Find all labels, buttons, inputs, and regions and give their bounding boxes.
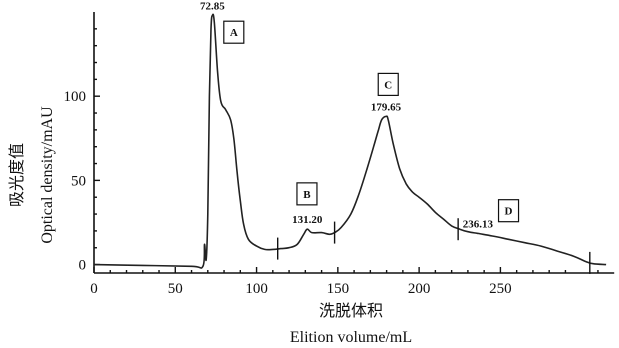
fraction-box: A xyxy=(223,20,245,44)
fraction-dividers xyxy=(276,218,591,274)
x-tick-label: 100 xyxy=(245,281,268,297)
fraction-box: B xyxy=(296,182,318,206)
fraction-box-frame xyxy=(223,20,245,44)
x-tick-label: 250 xyxy=(489,281,512,297)
fraction-box-frame xyxy=(497,199,520,223)
y-ticks: 0 50 100 xyxy=(64,28,100,274)
y-tick-label: 0 xyxy=(79,258,87,274)
x-tick-label: 200 xyxy=(408,281,431,297)
fraction-box-letter: B xyxy=(303,189,311,201)
x-tick-label: 150 xyxy=(327,281,350,297)
y-axis-title-en: Optical density/mAU xyxy=(39,106,56,244)
x-axis-title-en: Elition volume/mL xyxy=(290,329,412,346)
fraction-box-frame xyxy=(296,182,318,206)
fraction-box-letter: C xyxy=(384,79,392,91)
fraction-box: C xyxy=(377,72,399,97)
peak-label: 131.20 xyxy=(292,214,323,226)
axes xyxy=(93,12,615,274)
x-tick-label: 0 xyxy=(90,281,98,297)
peak-label: 179.65 xyxy=(371,101,402,113)
x-tick-label: 50 xyxy=(168,281,183,297)
fraction-box-letter: D xyxy=(505,206,513,218)
y-tick-label: 50 xyxy=(71,173,86,189)
fraction-box-frame xyxy=(377,72,399,97)
fraction-boxes: A B C D xyxy=(223,20,520,223)
x-ticks: 0 50 100 150 200 250 xyxy=(90,267,599,297)
y-axis-title-cn: 吸光度值 xyxy=(8,143,26,207)
y-tick-label: 100 xyxy=(64,89,87,105)
peak-label: 236.13 xyxy=(463,218,494,230)
elution-curve xyxy=(93,13,607,269)
peak-label: 72.85 xyxy=(200,0,225,12)
fraction-box: D xyxy=(497,199,520,223)
peak-labels: 72.85 131.20 179.65 236.13 xyxy=(200,0,493,230)
fraction-box-letter: A xyxy=(230,27,238,39)
x-axis-title-cn: 洗脱体积 xyxy=(319,302,383,320)
